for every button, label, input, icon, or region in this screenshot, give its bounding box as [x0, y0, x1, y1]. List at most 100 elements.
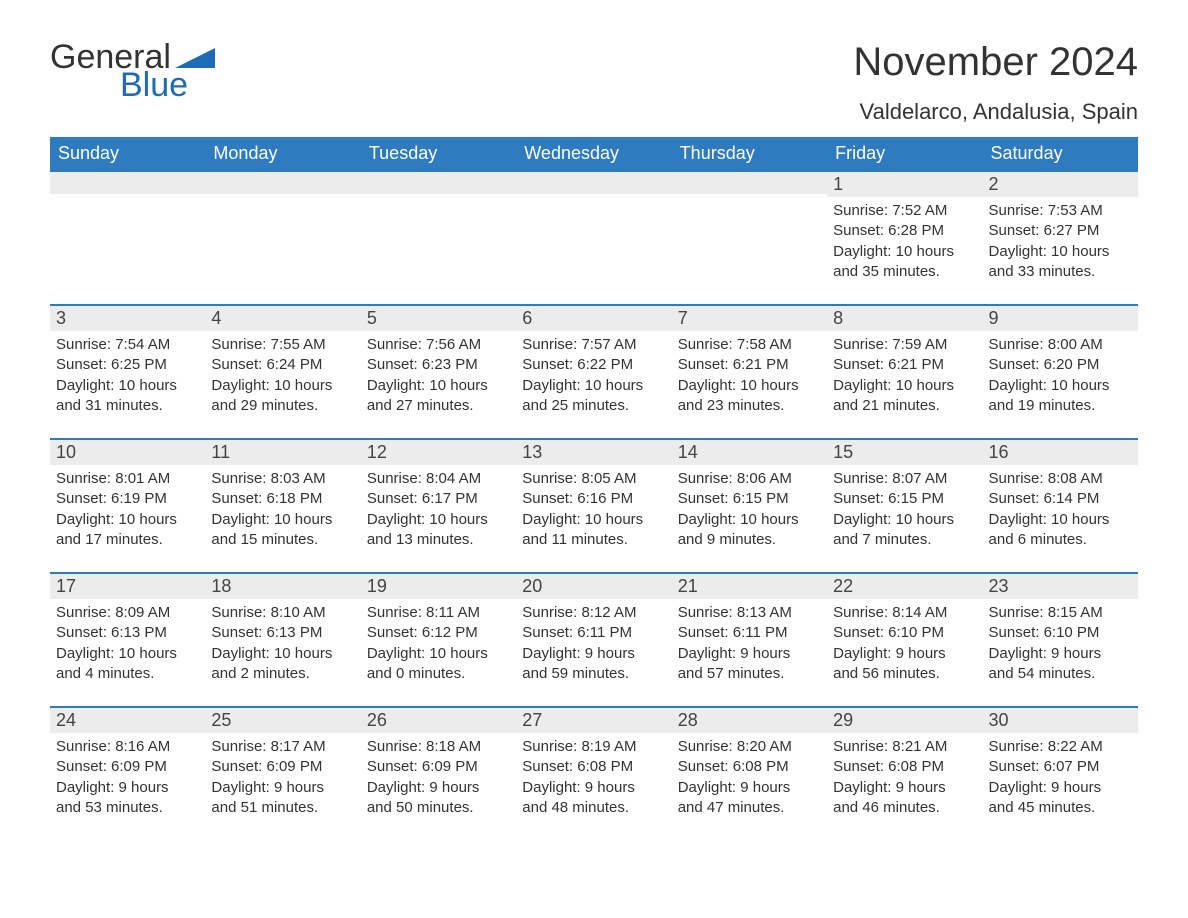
- day-cell: 27Sunrise: 8:19 AMSunset: 6:08 PMDayligh…: [516, 706, 671, 840]
- day-details: Sunrise: 7:53 AMSunset: 6:27 PMDaylight:…: [983, 197, 1138, 282]
- day-details: Sunrise: 8:16 AMSunset: 6:09 PMDaylight:…: [50, 733, 205, 818]
- day-number: 3: [50, 304, 205, 331]
- calendar-body: 1Sunrise: 7:52 AMSunset: 6:28 PMDaylight…: [50, 170, 1138, 840]
- empty-cell: [205, 170, 360, 304]
- weekday-header-row: SundayMondayTuesdayWednesdayThursdayFrid…: [50, 137, 1138, 170]
- day-number: 22: [827, 572, 982, 599]
- day-details: Sunrise: 8:17 AMSunset: 6:09 PMDaylight:…: [205, 733, 360, 818]
- day-details: Sunrise: 8:01 AMSunset: 6:19 PMDaylight:…: [50, 465, 205, 550]
- day-cell: 5Sunrise: 7:56 AMSunset: 6:23 PMDaylight…: [361, 304, 516, 438]
- day-details: Sunrise: 8:00 AMSunset: 6:20 PMDaylight:…: [983, 331, 1138, 416]
- header-area: General Blue November 2024 Valdelarco, A…: [50, 40, 1138, 125]
- day-number: 16: [983, 438, 1138, 465]
- logo-text-blue: Blue: [120, 68, 215, 102]
- empty-cell: [672, 170, 827, 304]
- day-cell: 18Sunrise: 8:10 AMSunset: 6:13 PMDayligh…: [205, 572, 360, 706]
- day-cell: 22Sunrise: 8:14 AMSunset: 6:10 PMDayligh…: [827, 572, 982, 706]
- day-details: Sunrise: 8:09 AMSunset: 6:13 PMDaylight:…: [50, 599, 205, 684]
- day-cell: 4Sunrise: 7:55 AMSunset: 6:24 PMDaylight…: [205, 304, 360, 438]
- day-number: 4: [205, 304, 360, 331]
- day-number: 20: [516, 572, 671, 599]
- day-number: 19: [361, 572, 516, 599]
- day-details: Sunrise: 8:10 AMSunset: 6:13 PMDaylight:…: [205, 599, 360, 684]
- day-details: Sunrise: 8:03 AMSunset: 6:18 PMDaylight:…: [205, 465, 360, 550]
- day-number: 5: [361, 304, 516, 331]
- day-cell: 26Sunrise: 8:18 AMSunset: 6:09 PMDayligh…: [361, 706, 516, 840]
- day-number: 14: [672, 438, 827, 465]
- day-details: Sunrise: 8:15 AMSunset: 6:10 PMDaylight:…: [983, 599, 1138, 684]
- day-details: Sunrise: 8:04 AMSunset: 6:17 PMDaylight:…: [361, 465, 516, 550]
- day-cell: 19Sunrise: 8:11 AMSunset: 6:12 PMDayligh…: [361, 572, 516, 706]
- day-cell: 21Sunrise: 8:13 AMSunset: 6:11 PMDayligh…: [672, 572, 827, 706]
- day-cell: 20Sunrise: 8:12 AMSunset: 6:11 PMDayligh…: [516, 572, 671, 706]
- day-details: Sunrise: 7:54 AMSunset: 6:25 PMDaylight:…: [50, 331, 205, 416]
- day-number: 7: [672, 304, 827, 331]
- day-details: Sunrise: 8:13 AMSunset: 6:11 PMDaylight:…: [672, 599, 827, 684]
- day-number: 15: [827, 438, 982, 465]
- day-details: Sunrise: 8:06 AMSunset: 6:15 PMDaylight:…: [672, 465, 827, 550]
- day-number: 6: [516, 304, 671, 331]
- day-number: 27: [516, 706, 671, 733]
- day-number: 8: [827, 304, 982, 331]
- logo: General Blue: [50, 40, 215, 102]
- day-cell: 10Sunrise: 8:01 AMSunset: 6:19 PMDayligh…: [50, 438, 205, 572]
- calendar-table: SundayMondayTuesdayWednesdayThursdayFrid…: [50, 137, 1138, 840]
- day-number: 11: [205, 438, 360, 465]
- day-details: Sunrise: 8:18 AMSunset: 6:09 PMDaylight:…: [361, 733, 516, 818]
- day-details: Sunrise: 8:14 AMSunset: 6:10 PMDaylight:…: [827, 599, 982, 684]
- day-cell: 2Sunrise: 7:53 AMSunset: 6:27 PMDaylight…: [983, 170, 1138, 304]
- day-details: Sunrise: 8:12 AMSunset: 6:11 PMDaylight:…: [516, 599, 671, 684]
- day-cell: 14Sunrise: 8:06 AMSunset: 6:15 PMDayligh…: [672, 438, 827, 572]
- day-number: 24: [50, 706, 205, 733]
- weekday-header: Tuesday: [361, 137, 516, 170]
- day-details: Sunrise: 7:58 AMSunset: 6:21 PMDaylight:…: [672, 331, 827, 416]
- day-cell: 9Sunrise: 8:00 AMSunset: 6:20 PMDaylight…: [983, 304, 1138, 438]
- day-details: Sunrise: 8:08 AMSunset: 6:14 PMDaylight:…: [983, 465, 1138, 550]
- day-cell: 30Sunrise: 8:22 AMSunset: 6:07 PMDayligh…: [983, 706, 1138, 840]
- day-number: 23: [983, 572, 1138, 599]
- day-cell: 23Sunrise: 8:15 AMSunset: 6:10 PMDayligh…: [983, 572, 1138, 706]
- day-cell: 12Sunrise: 8:04 AMSunset: 6:17 PMDayligh…: [361, 438, 516, 572]
- day-cell: 3Sunrise: 7:54 AMSunset: 6:25 PMDaylight…: [50, 304, 205, 438]
- day-details: Sunrise: 8:05 AMSunset: 6:16 PMDaylight:…: [516, 465, 671, 550]
- day-details: Sunrise: 7:56 AMSunset: 6:23 PMDaylight:…: [361, 331, 516, 416]
- day-details: Sunrise: 8:20 AMSunset: 6:08 PMDaylight:…: [672, 733, 827, 818]
- day-cell: 1Sunrise: 7:52 AMSunset: 6:28 PMDaylight…: [827, 170, 982, 304]
- day-cell: 24Sunrise: 8:16 AMSunset: 6:09 PMDayligh…: [50, 706, 205, 840]
- day-details: Sunrise: 7:59 AMSunset: 6:21 PMDaylight:…: [827, 331, 982, 416]
- day-details: Sunrise: 8:21 AMSunset: 6:08 PMDaylight:…: [827, 733, 982, 818]
- day-details: Sunrise: 8:07 AMSunset: 6:15 PMDaylight:…: [827, 465, 982, 550]
- weekday-header: Wednesday: [516, 137, 671, 170]
- day-details: Sunrise: 8:11 AMSunset: 6:12 PMDaylight:…: [361, 599, 516, 684]
- day-cell: 28Sunrise: 8:20 AMSunset: 6:08 PMDayligh…: [672, 706, 827, 840]
- title-block: November 2024 Valdelarco, Andalusia, Spa…: [853, 40, 1138, 125]
- day-details: Sunrise: 7:55 AMSunset: 6:24 PMDaylight:…: [205, 331, 360, 416]
- weekday-header: Sunday: [50, 137, 205, 170]
- day-details: Sunrise: 8:22 AMSunset: 6:07 PMDaylight:…: [983, 733, 1138, 818]
- location-text: Valdelarco, Andalusia, Spain: [853, 99, 1138, 125]
- day-number: 18: [205, 572, 360, 599]
- day-number: 13: [516, 438, 671, 465]
- day-cell: 7Sunrise: 7:58 AMSunset: 6:21 PMDaylight…: [672, 304, 827, 438]
- day-details: Sunrise: 8:19 AMSunset: 6:08 PMDaylight:…: [516, 733, 671, 818]
- weekday-header: Monday: [205, 137, 360, 170]
- day-number: 26: [361, 706, 516, 733]
- empty-cell: [516, 170, 671, 304]
- day-number: 25: [205, 706, 360, 733]
- day-number: 12: [361, 438, 516, 465]
- empty-cell: [50, 170, 205, 304]
- day-cell: 29Sunrise: 8:21 AMSunset: 6:08 PMDayligh…: [827, 706, 982, 840]
- day-number: 10: [50, 438, 205, 465]
- day-number: 28: [672, 706, 827, 733]
- weekday-header: Saturday: [983, 137, 1138, 170]
- day-number: 1: [827, 170, 982, 197]
- day-cell: 15Sunrise: 8:07 AMSunset: 6:15 PMDayligh…: [827, 438, 982, 572]
- day-number: 17: [50, 572, 205, 599]
- day-number: 29: [827, 706, 982, 733]
- empty-cell: [361, 170, 516, 304]
- day-number: 30: [983, 706, 1138, 733]
- day-cell: 17Sunrise: 8:09 AMSunset: 6:13 PMDayligh…: [50, 572, 205, 706]
- day-cell: 6Sunrise: 7:57 AMSunset: 6:22 PMDaylight…: [516, 304, 671, 438]
- day-details: Sunrise: 7:52 AMSunset: 6:28 PMDaylight:…: [827, 197, 982, 282]
- weekday-header: Thursday: [672, 137, 827, 170]
